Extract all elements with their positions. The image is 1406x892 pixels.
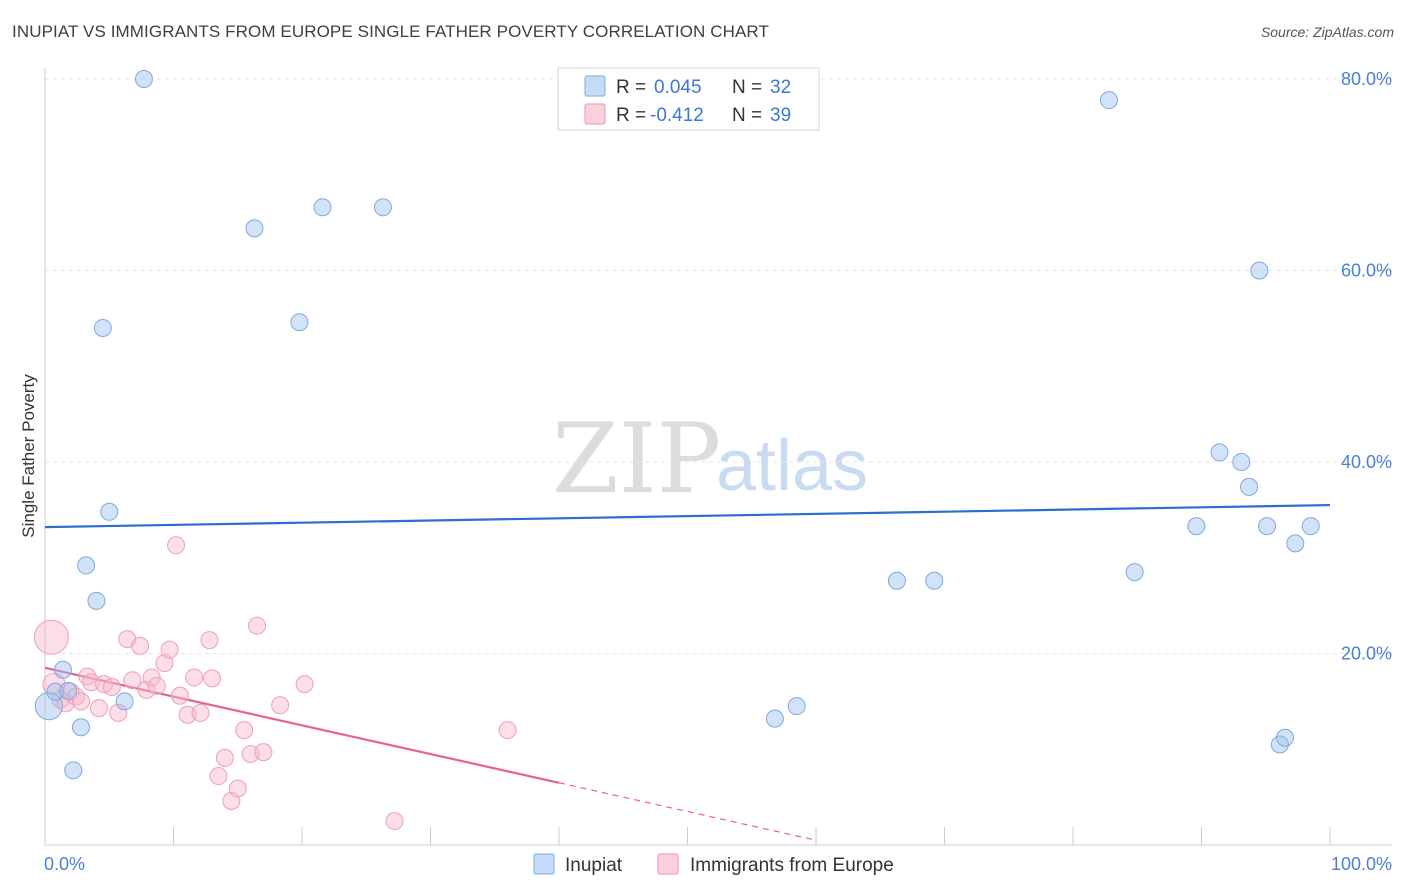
x-tick-label-min: 0.0% [44,854,85,874]
point-inupiat [1099,91,1118,110]
point-europe [109,703,128,722]
data-points [33,70,1320,831]
legend-r-value-inupiat: 0.045 [654,77,702,98]
point-europe [191,703,210,722]
bottom-legend-swatch-europe [657,853,679,875]
point-inupiat [765,709,784,728]
watermark: ZIP atlas [552,403,868,515]
point-europe [170,686,189,705]
point-inupiat [64,761,83,780]
trend-lines [44,503,1331,841]
point-europe [295,675,314,694]
point-inupiat [1210,443,1229,462]
point-inupiat [115,692,134,711]
point-europe [200,631,219,650]
y-tick-label: 40.0% [1341,452,1392,472]
point-inupiat [290,313,309,332]
point-inupiat [100,502,119,521]
point-europe [123,671,142,690]
grid-lines [45,78,1392,654]
point-inupiat [46,682,65,701]
point-europe [385,812,404,831]
point-inupiat [1250,261,1269,280]
point-europe [248,616,267,635]
point-inupiat [1301,517,1320,536]
point-inupiat [245,219,264,238]
legend-n-value-inupiat: 32 [770,77,791,98]
y-tick-label: 80.0% [1341,69,1392,89]
point-inupiat [87,591,106,610]
point-inupiat [887,571,906,590]
point-europe [203,669,222,688]
point-europe [131,636,150,655]
point-europe [271,696,290,715]
point-inupiat [34,692,63,721]
legend-n-value-europe: 39 [770,105,791,126]
point-inupiat [1125,563,1144,582]
bottom-legend-label-inupiat: Inupiat [565,855,623,876]
point-inupiat [1187,517,1206,536]
legend-r-value-europe: -0.412 [650,105,704,126]
point-inupiat [787,697,806,716]
point-europe [147,677,166,696]
point-inupiat [1258,517,1277,536]
point-inupiat [1286,534,1305,553]
stats-legend: R = 0.045 N = 32 R = -0.412 N = 39 [557,67,820,131]
point-inupiat [373,198,392,217]
point-inupiat [925,571,944,590]
watermark-atlas: atlas [716,426,868,506]
point-europe [142,668,161,687]
legend-n-label-europe: N = [732,105,762,126]
point-inupiat [134,70,153,88]
point-inupiat [1240,477,1259,496]
source-label: Source: ZipAtlas.com [1260,24,1394,40]
x-tick-label-max: 100.0% [1331,854,1392,874]
point-europe [185,668,204,687]
legend-r-label-inupiat: R = [616,77,646,98]
point-europe [33,619,69,655]
point-inupiat [313,198,332,217]
y-axis-title: Single Father Poverty [19,374,38,538]
axes [44,68,1392,846]
point-europe [228,779,247,798]
point-inupiat [1232,453,1251,471]
legend-n-label-inupiat: N = [732,77,762,98]
point-europe [71,692,90,711]
point-europe [160,640,179,659]
point-europe [254,743,273,762]
series-legend: Inupiat Immigrants from Europe [533,853,894,876]
y-tick-label: 20.0% [1341,644,1392,664]
point-europe [102,678,121,697]
point-inupiat [59,681,78,700]
legend-r-label-europe: R = [616,105,646,126]
point-europe [498,721,517,740]
point-europe [89,699,108,718]
point-inupiat [71,718,90,737]
point-europe [155,654,174,673]
point-inupiat [93,318,112,337]
tick-labels: 20.0% 40.0% 60.0% 80.0% 0.0% 100.0% [44,69,1392,874]
point-europe [215,748,234,767]
legend-swatch-europe [584,103,606,125]
chart-title: INUPIAT VS IMMIGRANTS FROM EUROPE SINGLE… [12,22,769,41]
bottom-legend-swatch-inupiat [533,853,555,875]
bottom-legend-label-europe: Immigrants from Europe [690,855,894,876]
point-europe [209,767,228,786]
point-inupiat [1276,728,1295,747]
point-inupiat [53,660,72,679]
trend-line-inupiat [44,503,1331,529]
legend-swatch-inupiat [584,75,606,97]
point-europe [235,721,254,740]
watermark-zip: ZIP [552,403,721,515]
y-tick-label: 60.0% [1341,261,1392,281]
trend-line-europe [44,666,560,784]
point-europe [167,536,186,555]
point-inupiat [77,556,96,575]
